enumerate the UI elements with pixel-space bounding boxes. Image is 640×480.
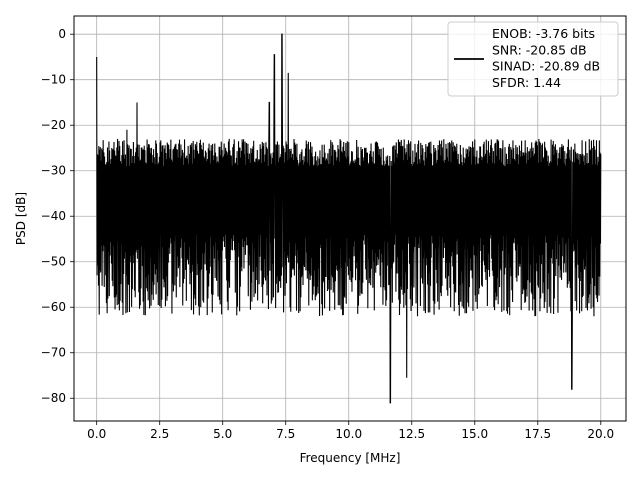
y-tick-label: −60 xyxy=(41,300,66,314)
x-tick-label: 7.5 xyxy=(276,427,295,441)
legend-sinad: SINAD: -20.89 dB xyxy=(492,59,600,74)
x-tick-label: 2.5 xyxy=(150,427,169,441)
y-tick-label: 0 xyxy=(58,27,66,41)
legend-sfdr: SFDR: 1.44 xyxy=(492,75,561,90)
y-tick-label: −30 xyxy=(41,164,66,178)
legend: ENOB: -3.76 bits SNR: -20.85 dB SINAD: -… xyxy=(447,21,619,97)
x-tick-label: 17.5 xyxy=(524,427,551,441)
y-tick-label: −10 xyxy=(41,73,66,87)
x-tick-label: 0.0 xyxy=(87,427,106,441)
x-tick-label: 15.0 xyxy=(461,427,488,441)
x-tick-label: 5.0 xyxy=(213,427,232,441)
legend-box xyxy=(447,21,619,97)
x-axis: 0.0 2.5 5.0 7.5 10.0 12.5 15.0 17.5 20.0 xyxy=(87,421,614,441)
y-axis-label: PSD [dB] xyxy=(14,192,28,245)
y-tick-label: −40 xyxy=(41,209,66,223)
x-tick-label: 10.0 xyxy=(335,427,362,441)
y-tick-label: −70 xyxy=(41,346,66,360)
x-axis-label: Frequency [MHz] xyxy=(300,451,401,465)
legend-enob: ENOB: -3.76 bits xyxy=(492,26,595,41)
series-line xyxy=(96,33,602,404)
legend-snr: SNR: -20.85 dB xyxy=(492,42,587,57)
y-axis: 0 −10 −20 −30 −40 −50 −60 −70 −80 xyxy=(41,27,74,405)
axes-frame xyxy=(73,15,627,422)
x-tick-label: 12.5 xyxy=(398,427,425,441)
plot-area xyxy=(96,33,602,404)
y-tick-label: −20 xyxy=(41,118,66,132)
y-tick-label: −80 xyxy=(41,391,66,405)
x-tick-label: 20.0 xyxy=(587,427,614,441)
y-tick-label: −50 xyxy=(41,255,66,269)
